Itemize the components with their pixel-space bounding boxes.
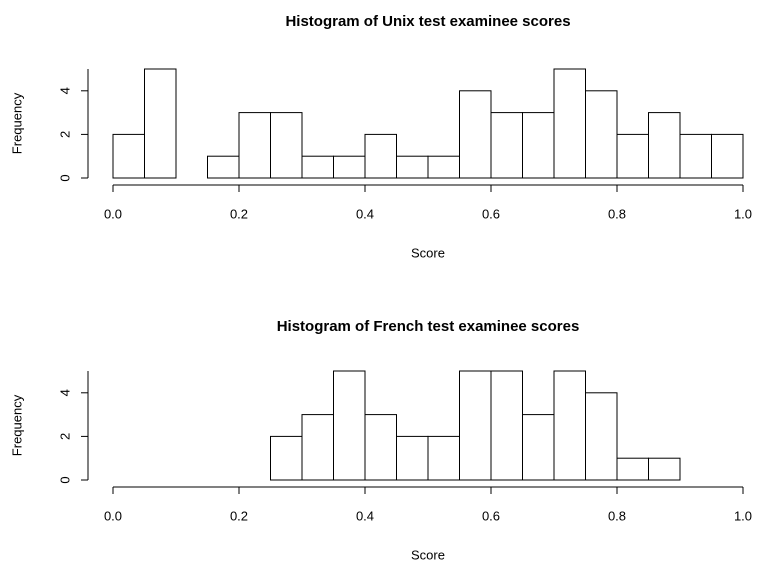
- x-tick-label: 0.6: [482, 206, 500, 221]
- bar: [144, 68, 177, 179]
- bar: [616, 133, 649, 179]
- x-tick-label: 0.4: [356, 206, 374, 221]
- bar: [648, 457, 681, 481]
- y-tick-label: 2: [57, 433, 72, 440]
- x-axis-label: Score: [411, 547, 445, 562]
- y-axis-label: Frequency: [9, 394, 24, 456]
- bar: [270, 112, 303, 179]
- bar: [427, 155, 460, 179]
- x-axis-label: Score: [411, 245, 445, 260]
- bar: [270, 435, 303, 481]
- bar: [522, 112, 555, 179]
- y-tick-label: 2: [57, 131, 72, 138]
- bar: [364, 414, 397, 481]
- y-tick-label: 0: [57, 476, 72, 483]
- bar: [333, 370, 366, 481]
- bar: [238, 112, 271, 179]
- bar: [522, 414, 555, 481]
- x-tick-label: 1.0: [734, 206, 752, 221]
- bar: [553, 68, 586, 179]
- bar: [301, 414, 334, 481]
- bar: [711, 133, 744, 179]
- bar: [207, 155, 240, 179]
- x-tick-label: 0.6: [482, 508, 500, 523]
- bar: [585, 392, 618, 481]
- bar: [616, 457, 649, 481]
- bar: [490, 112, 523, 179]
- bar: [648, 112, 681, 179]
- bar: [553, 370, 586, 481]
- bar: [679, 133, 712, 179]
- x-tick-label: 1.0: [734, 508, 752, 523]
- chart-title: Histogram of Unix test examinee scores: [285, 13, 570, 30]
- x-tick-label: 0.0: [104, 206, 122, 221]
- x-tick-label: 0.4: [356, 508, 374, 523]
- bar: [459, 90, 492, 179]
- y-tick-label: 4: [57, 87, 72, 94]
- y-tick-label: 4: [57, 389, 72, 396]
- bar: [585, 90, 618, 179]
- y-axis-label: Frequency: [9, 92, 24, 154]
- x-tick-label: 0.8: [608, 508, 626, 523]
- chart-title: Histogram of French test examinee scores: [277, 318, 580, 335]
- bar: [333, 155, 366, 179]
- x-tick-label: 0.0: [104, 508, 122, 523]
- bar: [301, 155, 334, 179]
- x-tick-label: 0.8: [608, 206, 626, 221]
- bar: [427, 435, 460, 481]
- y-tick-label: 0: [57, 174, 72, 181]
- bar: [490, 370, 523, 481]
- bar: [396, 435, 429, 481]
- bar: [112, 133, 145, 179]
- bar: [459, 370, 492, 481]
- bar: [396, 155, 429, 179]
- bar: [364, 133, 397, 179]
- x-tick-label: 0.2: [230, 508, 248, 523]
- x-tick-label: 0.2: [230, 206, 248, 221]
